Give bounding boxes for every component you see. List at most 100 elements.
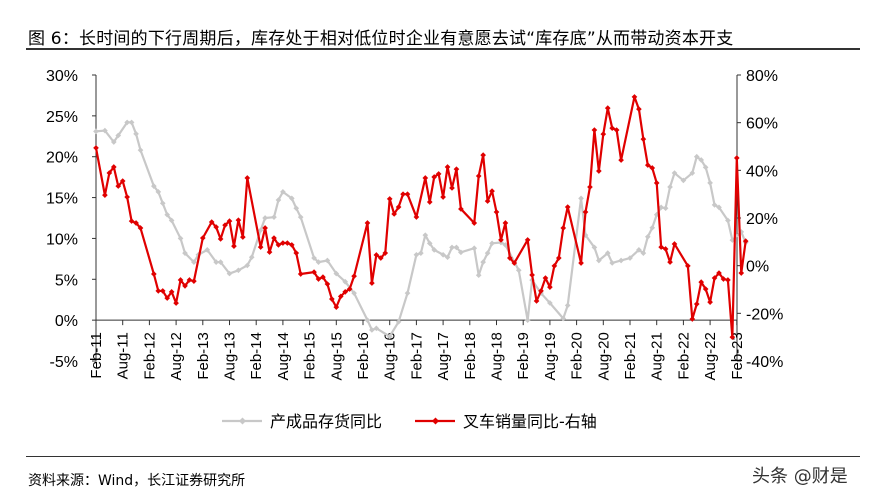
data-point-1 bbox=[213, 259, 219, 265]
data-point-2 bbox=[266, 249, 273, 255]
data-point-1 bbox=[324, 257, 331, 264]
x-axis-tick-label: Aug-14 bbox=[275, 332, 292, 380]
data-point-1 bbox=[124, 119, 130, 126]
data-point-2 bbox=[199, 235, 206, 241]
data-point-2 bbox=[578, 260, 584, 266]
x-axis-tick-label: Aug-19 bbox=[542, 332, 559, 380]
data-point-2 bbox=[555, 255, 562, 261]
data-point-1 bbox=[373, 325, 380, 332]
data-point-1 bbox=[351, 290, 357, 297]
data-point-2 bbox=[164, 295, 171, 301]
data-point-2 bbox=[636, 106, 642, 112]
data-point-2 bbox=[342, 289, 349, 295]
data-point-2 bbox=[124, 194, 130, 200]
data-point-1 bbox=[698, 157, 705, 163]
data-point-1 bbox=[524, 317, 531, 323]
data-point-1 bbox=[155, 189, 162, 195]
data-point-2 bbox=[720, 276, 727, 282]
data-point-1 bbox=[591, 244, 598, 251]
data-point-2 bbox=[738, 270, 745, 276]
data-point-2 bbox=[671, 241, 678, 247]
data-point-2 bbox=[413, 214, 420, 220]
data-point-2 bbox=[582, 209, 589, 215]
data-point-2 bbox=[351, 273, 357, 279]
data-point-1 bbox=[271, 214, 277, 221]
data-point-2 bbox=[533, 298, 540, 304]
data-point-1 bbox=[560, 315, 567, 322]
data-point-2 bbox=[698, 279, 705, 285]
data-point-2 bbox=[177, 277, 184, 283]
data-point-2 bbox=[618, 157, 624, 163]
data-point-2 bbox=[596, 168, 602, 174]
x-axis-tick-label: Aug-13 bbox=[222, 332, 239, 380]
data-point-2 bbox=[640, 136, 647, 142]
x-axis-tick-label: Feb-20 bbox=[569, 332, 586, 380]
data-point-1 bbox=[716, 204, 722, 211]
data-point-2 bbox=[547, 284, 553, 290]
data-point-2 bbox=[329, 296, 335, 302]
data-point-2 bbox=[733, 155, 740, 161]
watermark: 头条 @财是 bbox=[752, 466, 848, 487]
data-point-2 bbox=[484, 198, 491, 204]
x-axis-tick-label: Feb-16 bbox=[355, 332, 372, 380]
data-point-1 bbox=[257, 227, 264, 234]
data-point-2 bbox=[498, 237, 504, 243]
data-point-1 bbox=[489, 240, 495, 247]
data-point-1 bbox=[440, 251, 446, 258]
data-point-1 bbox=[297, 214, 304, 221]
data-point-1 bbox=[458, 249, 464, 256]
x-axis-tick-label: Aug-18 bbox=[489, 332, 506, 380]
data-point-2 bbox=[271, 235, 277, 241]
data-point-2 bbox=[685, 263, 691, 269]
right-axis-tick-label: -40% bbox=[746, 354, 783, 371]
data-point-2 bbox=[431, 174, 438, 180]
right-axis-tick-label: 60% bbox=[746, 116, 778, 133]
data-point-1 bbox=[168, 217, 175, 224]
data-point-1 bbox=[288, 195, 295, 202]
data-point-2 bbox=[458, 206, 464, 212]
x-axis-tick-label: Aug-11 bbox=[115, 332, 132, 379]
data-point-1 bbox=[662, 205, 669, 212]
data-point-1 bbox=[667, 184, 673, 190]
data-point-2 bbox=[311, 269, 317, 275]
x-axis-tick-label: Feb-23 bbox=[729, 332, 746, 380]
data-point-1 bbox=[480, 259, 486, 265]
data-point-2 bbox=[600, 131, 607, 137]
left-axis-tick-label: 0% bbox=[55, 313, 78, 330]
data-point-2 bbox=[315, 276, 322, 282]
x-axis-tick-label: Feb-13 bbox=[195, 332, 212, 380]
x-axis-tick-label: Aug-12 bbox=[168, 332, 185, 380]
data-point-2 bbox=[591, 127, 598, 133]
data-point-1 bbox=[604, 250, 611, 256]
data-point-2 bbox=[288, 242, 295, 248]
data-point-1 bbox=[151, 183, 157, 189]
data-point-2 bbox=[391, 211, 397, 217]
data-point-1 bbox=[275, 197, 282, 203]
x-axis-tick-label: Feb-21 bbox=[622, 332, 639, 380]
data-point-1 bbox=[564, 302, 571, 309]
data-point-2 bbox=[707, 299, 713, 305]
figure-title: 图 6：长时间的下行周期后，库存处于相对低位时企业有意愿去试“库存底”从而带动资… bbox=[28, 29, 734, 49]
data-point-1 bbox=[244, 262, 251, 269]
data-point-2 bbox=[542, 275, 549, 281]
data-point-1 bbox=[644, 233, 651, 240]
data-point-1 bbox=[191, 259, 197, 265]
data-point-2 bbox=[235, 217, 242, 223]
left-axis-tick-label: 5% bbox=[55, 272, 78, 289]
data-point-2 bbox=[373, 252, 380, 258]
right-axis-tick-label: 80% bbox=[746, 68, 778, 85]
data-point-2 bbox=[449, 185, 455, 191]
data-point-2 bbox=[422, 175, 429, 181]
x-axis-tick-label: Aug-16 bbox=[382, 332, 399, 380]
data-point-2 bbox=[186, 277, 193, 283]
data-point-2 bbox=[151, 271, 157, 277]
data-point-2 bbox=[320, 274, 326, 280]
left-axis-tick-label: -5% bbox=[50, 354, 78, 371]
right-axis-tick-label: -20% bbox=[746, 306, 783, 323]
data-point-1 bbox=[235, 267, 242, 274]
left-axis-tick-label: 10% bbox=[46, 231, 78, 248]
data-point-1 bbox=[658, 204, 664, 211]
legend-marker-2 bbox=[431, 417, 440, 425]
data-point-1 bbox=[204, 247, 211, 253]
series-group bbox=[93, 94, 749, 340]
